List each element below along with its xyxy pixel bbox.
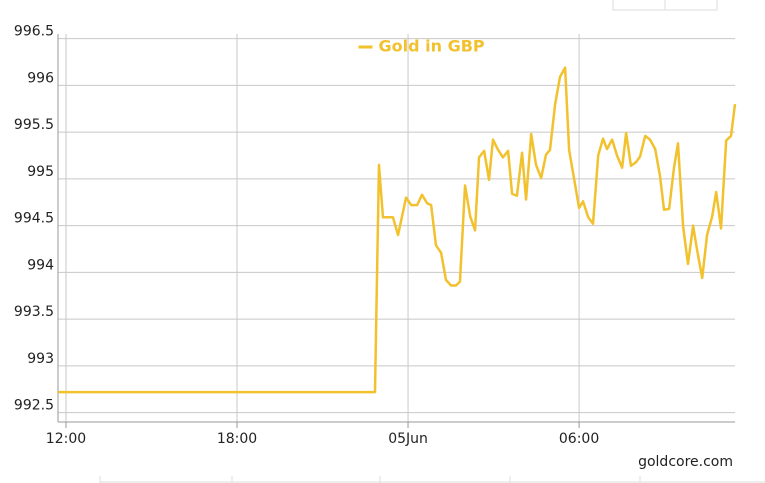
toolbar-button[interactable] bbox=[664, 0, 718, 11]
x-tick-label: 05Jun bbox=[388, 431, 428, 447]
source-label: goldcore.com bbox=[638, 454, 733, 470]
x-tick-label: 18:00 bbox=[217, 431, 257, 447]
legend-label: Gold in GBP bbox=[379, 37, 485, 56]
toolbar-button[interactable] bbox=[612, 0, 666, 11]
y-tick-label: 994 bbox=[27, 257, 54, 273]
footer-table bbox=[99, 476, 765, 483]
x-tick-label: 06:00 bbox=[559, 431, 599, 447]
y-tick-label: 996 bbox=[27, 70, 54, 86]
y-tick-label: 993 bbox=[27, 351, 54, 367]
data-line bbox=[58, 66, 737, 394]
x-tick-label: 12:00 bbox=[46, 431, 86, 447]
y-tick-label: 992.5 bbox=[14, 398, 54, 414]
y-tick-label: 994.5 bbox=[14, 211, 54, 227]
y-tick-label: 996.5 bbox=[14, 24, 54, 40]
y-tick-label: 995.5 bbox=[14, 117, 54, 133]
y-tick-label: 993.5 bbox=[14, 304, 54, 320]
y-tick-label: 995 bbox=[27, 164, 54, 180]
